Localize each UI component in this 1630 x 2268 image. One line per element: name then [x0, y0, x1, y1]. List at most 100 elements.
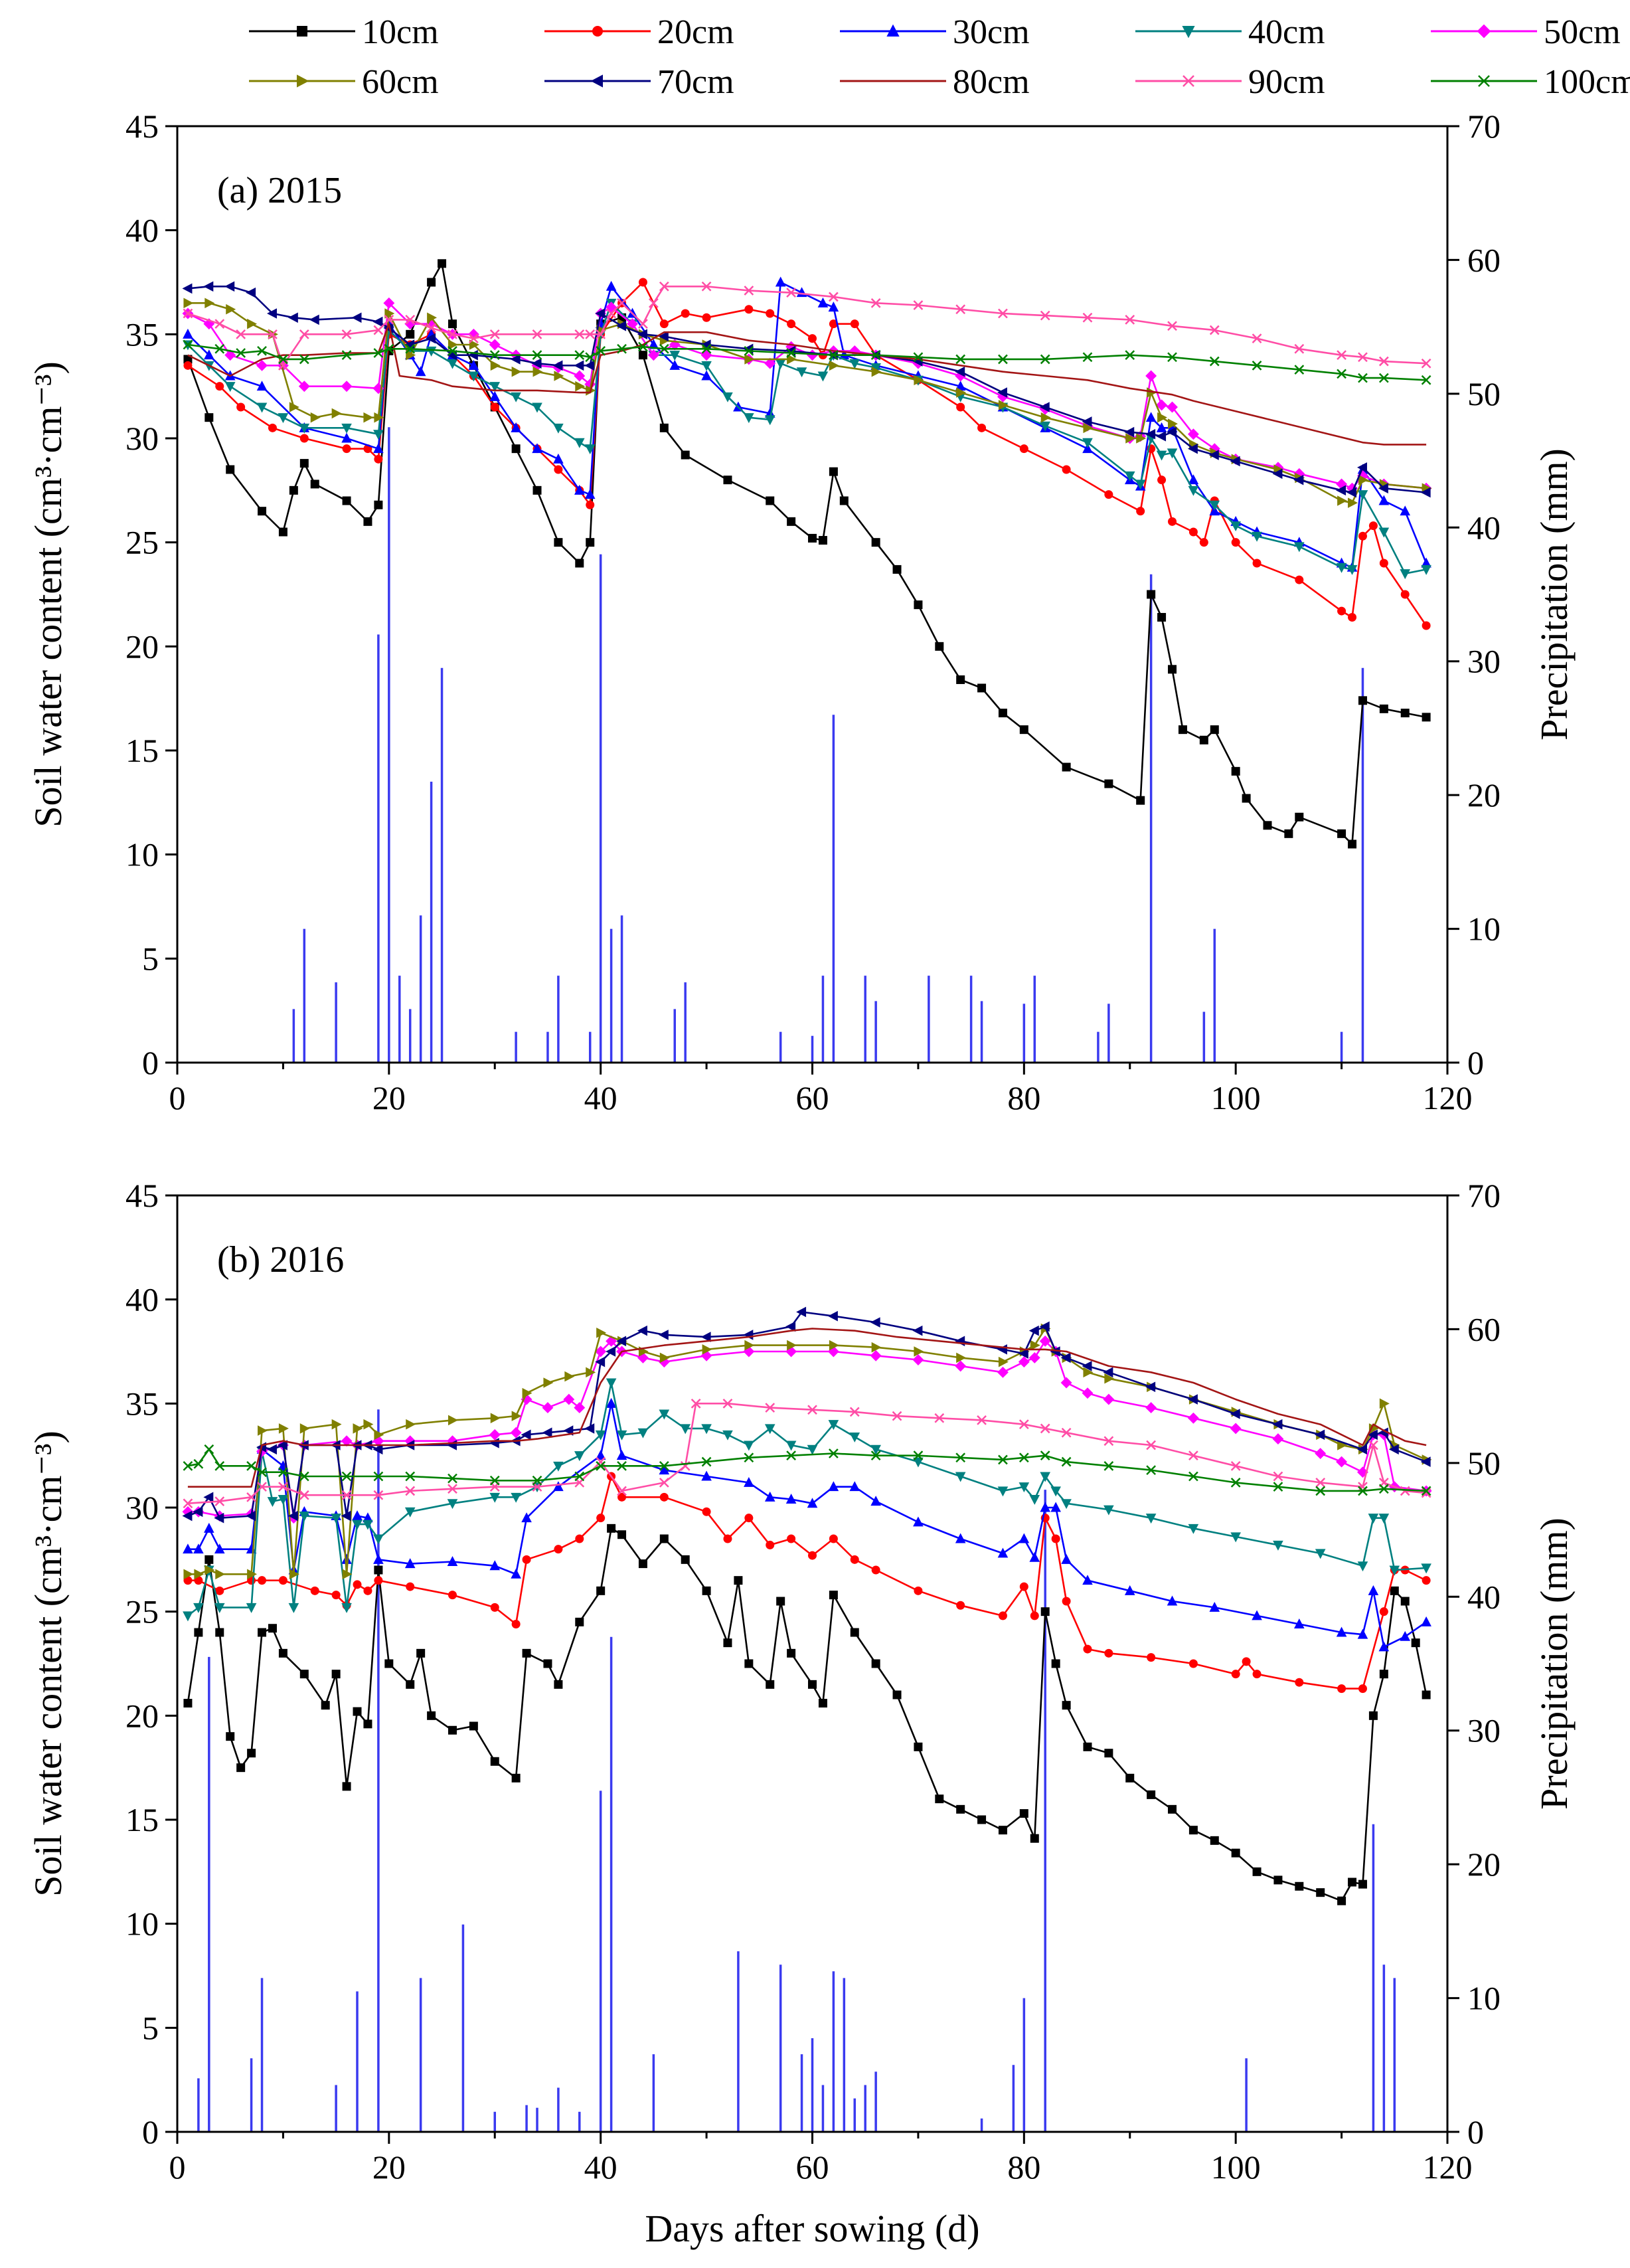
data-point-20cm	[236, 402, 246, 412]
data-point-50cm	[764, 357, 776, 369]
data-point-50cm	[658, 1356, 670, 1368]
data-point-10cm	[1242, 794, 1251, 803]
data-point-10cm	[766, 496, 775, 505]
data-point-40cm	[447, 359, 458, 369]
data-point-40cm	[1357, 490, 1368, 501]
data-point-40cm	[1378, 1514, 1390, 1524]
data-point-90cm	[998, 308, 1008, 319]
data-point-20cm	[511, 1619, 521, 1628]
series-line-20cm	[187, 1475, 1427, 1690]
data-point-30cm	[373, 443, 384, 454]
data-point-100cm	[1273, 1482, 1283, 1492]
data-point-100cm	[204, 1444, 214, 1454]
data-point-20cm	[1168, 517, 1177, 526]
data-point-20cm	[787, 1534, 796, 1543]
data-point-100cm	[1082, 352, 1093, 363]
data-point-20cm	[1019, 1582, 1028, 1591]
legend-label-100cm: 100cm	[1544, 63, 1630, 101]
data-point-100cm	[998, 1454, 1008, 1465]
data-point-20cm	[1019, 444, 1028, 454]
data-point-10cm	[1231, 766, 1240, 776]
data-point-70cm	[531, 358, 542, 369]
series-line-90cm	[187, 286, 1427, 367]
data-point-10cm	[702, 1586, 711, 1595]
data-point-30cm	[1124, 1585, 1135, 1595]
data-point-10cm	[511, 444, 521, 454]
data-point-100cm	[744, 1452, 754, 1463]
data-point-50cm	[510, 1427, 522, 1439]
data-point-70cm	[214, 1512, 224, 1524]
data-point-90cm	[638, 319, 648, 329]
data-point-10cm	[1040, 1607, 1050, 1616]
data-point-40cm	[595, 1430, 606, 1440]
y-tick-label: 10	[125, 1905, 159, 1943]
legend-marker-70cm	[590, 74, 603, 88]
data-point-40cm	[680, 1424, 691, 1435]
panel1-precipitation	[197, 1409, 1396, 2132]
data-point-40cm	[288, 1603, 299, 1613]
data-point-30cm	[511, 422, 521, 432]
data-point-50cm	[489, 1429, 501, 1440]
data-point-40cm	[701, 1424, 712, 1435]
data-point-10cm	[977, 683, 987, 693]
data-point-100cm	[532, 350, 542, 361]
data-point-90cm	[1040, 310, 1050, 321]
data-point-30cm	[1156, 422, 1167, 432]
data-point-60cm	[363, 412, 374, 423]
data-point-70cm	[955, 1336, 965, 1347]
y-tick-label: 30	[125, 420, 159, 457]
data-point-20cm	[850, 1555, 859, 1564]
y2-tick-label: 40	[1467, 1578, 1501, 1615]
data-point-10cm	[1400, 709, 1410, 718]
data-point-10cm	[384, 1659, 394, 1668]
data-point-40cm	[849, 1432, 860, 1442]
data-point-30cm	[669, 359, 681, 370]
data-point-50cm	[700, 349, 712, 361]
data-point-40cm	[1294, 542, 1305, 553]
data-point-50cm	[1039, 1335, 1051, 1347]
data-point-20cm	[998, 1611, 1007, 1620]
data-point-60cm	[299, 1423, 310, 1434]
data-point-70cm	[1167, 426, 1177, 438]
data-point-10cm	[1273, 1875, 1283, 1885]
series-line-100cm	[187, 343, 1427, 381]
data-point-10cm	[808, 533, 817, 543]
data-point-40cm	[1082, 438, 1093, 448]
data-point-30cm	[764, 407, 775, 418]
y2-tick-label: 40	[1467, 509, 1501, 546]
data-point-60cm	[194, 1569, 204, 1580]
data-point-20cm	[258, 1576, 267, 1585]
data-point-90cm	[1040, 1423, 1050, 1434]
data-point-30cm	[1294, 1618, 1305, 1628]
data-point-10cm	[374, 1565, 383, 1575]
data-point-40cm	[785, 1440, 797, 1451]
data-point-40cm	[489, 1492, 501, 1503]
data-point-30cm	[584, 489, 596, 499]
data-point-10cm	[1379, 1670, 1388, 1679]
panel-2016: 0 20 40 60 80 100 1200510152025303540450102030…	[27, 1177, 1576, 2250]
y2-tick-label: 0	[1467, 1044, 1484, 1081]
data-point-60cm	[702, 1344, 712, 1355]
data-point-100cm	[278, 354, 288, 365]
data-point-10cm	[1337, 1896, 1346, 1905]
data-point-20cm	[829, 319, 838, 329]
data-point-60cm	[511, 366, 522, 377]
data-point-50cm	[1357, 1466, 1368, 1478]
data-point-60cm	[448, 339, 458, 350]
data-point-10cm	[331, 1670, 341, 1679]
data-point-30cm	[1029, 1551, 1040, 1562]
data-point-100cm	[384, 343, 394, 354]
data-point-60cm	[998, 1356, 1009, 1367]
data-point-90cm	[617, 298, 627, 308]
data-point-20cm	[1422, 1576, 1431, 1585]
legend-marker-50cm	[1477, 24, 1491, 39]
data-point-20cm	[659, 319, 669, 329]
series-line-30cm	[187, 281, 1427, 568]
data-point-10cm	[1263, 821, 1272, 830]
data-point-100cm	[1230, 1478, 1241, 1488]
data-point-100cm	[1019, 1452, 1029, 1463]
data-point-100cm	[870, 350, 881, 361]
data-point-30cm	[775, 276, 786, 287]
data-point-10cm	[299, 1670, 309, 1679]
data-point-40cm	[278, 413, 289, 424]
